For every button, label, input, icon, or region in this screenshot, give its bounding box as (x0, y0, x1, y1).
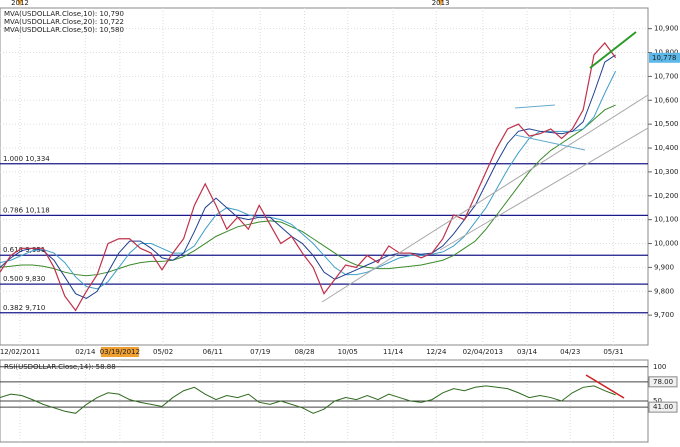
y-tick-label: 10,300 (654, 168, 679, 176)
legend-entry: MVA(USDOLLAR.Close,10): 10,790 (4, 10, 124, 18)
rsi-trendline (585, 374, 625, 399)
x-tick-label: 12/24 (426, 348, 447, 356)
channel-line (514, 134, 586, 151)
x-tick-label: 12/02/2011 (0, 348, 40, 356)
year-marker (16, 0, 23, 6)
y-tick-label: 9,800 (654, 287, 674, 295)
rsi-tick-label: 100 (653, 363, 666, 371)
y-tick-label: 10,400 (654, 144, 679, 152)
x-tick-label: 05/31 (603, 348, 623, 356)
y-tick-label: 10,100 (654, 216, 679, 224)
y-tick-label: 10,800 (654, 49, 679, 57)
price-frame (0, 7, 649, 346)
x-tick-label: 10/05 (338, 348, 358, 356)
trendline (439, 127, 649, 251)
channel-line (514, 104, 556, 109)
rsi-tick-label: 41.00 (653, 403, 673, 411)
y-tick-label: 10,000 (654, 240, 679, 248)
y-tick-label: 9,700 (654, 311, 674, 319)
last-value-badge (649, 52, 680, 63)
fib-label: 0.786 10,118 (3, 206, 50, 214)
fib-label: 0.382 9,710 (3, 304, 45, 312)
x-tick-highlight (100, 347, 139, 357)
x-tick-label: 08/28 (294, 348, 314, 356)
rsi-tick-label: 50 (653, 397, 662, 405)
y-tick-label: 10,600 (654, 96, 679, 104)
legend-entry: MVA(USDOLLAR.Close,20): 10,722 (4, 18, 124, 26)
legend-entry: MVA(USDOLLAR.Close,50): 10,580 (4, 26, 124, 34)
y-tick-label: 10,500 (654, 120, 679, 128)
rsi-tick-label: 78.00 (653, 378, 673, 386)
x-tick-label: 05/02 (153, 348, 173, 356)
rsi-line (0, 385, 616, 414)
fib-label: 0.500 9,830 (3, 275, 45, 283)
moving-average (0, 54, 616, 300)
year-label: 2012 (11, 0, 29, 7)
x-tick-label: 06/11 (203, 348, 223, 356)
x-tick-label: 02/04/2013 (463, 348, 503, 356)
x-tick-label: 07/19 (250, 348, 270, 356)
x-tick-label: 03/19/2012 (100, 348, 140, 356)
year-label: 2013 (432, 0, 450, 7)
x-tick-label: 04/23 (560, 348, 580, 356)
fib-label: 1.000 10,334 (3, 155, 50, 163)
y-tick-label: 9,900 (654, 263, 674, 271)
rsi-badge (648, 401, 678, 413)
x-tick-label: 03/14 (517, 348, 538, 356)
y-tick-label: 10,200 (654, 192, 679, 200)
y-tick-label: 10,700 (654, 72, 679, 80)
rsi-badge (648, 376, 678, 388)
x-tick-label: 11/14 (383, 348, 404, 356)
y-tick-label: 10,900 (654, 25, 679, 33)
moving-average (0, 70, 617, 290)
trendline (321, 94, 649, 303)
moving-average (0, 104, 616, 277)
rsi-title: RSI(USDOLLAR.Close,14): 58.88 (4, 363, 116, 371)
price-line (0, 42, 617, 312)
trendline (589, 31, 637, 69)
last-value-label: 10,778 (652, 54, 677, 62)
x-tick-label: 02/14 (75, 348, 96, 356)
year-marker (437, 0, 444, 6)
